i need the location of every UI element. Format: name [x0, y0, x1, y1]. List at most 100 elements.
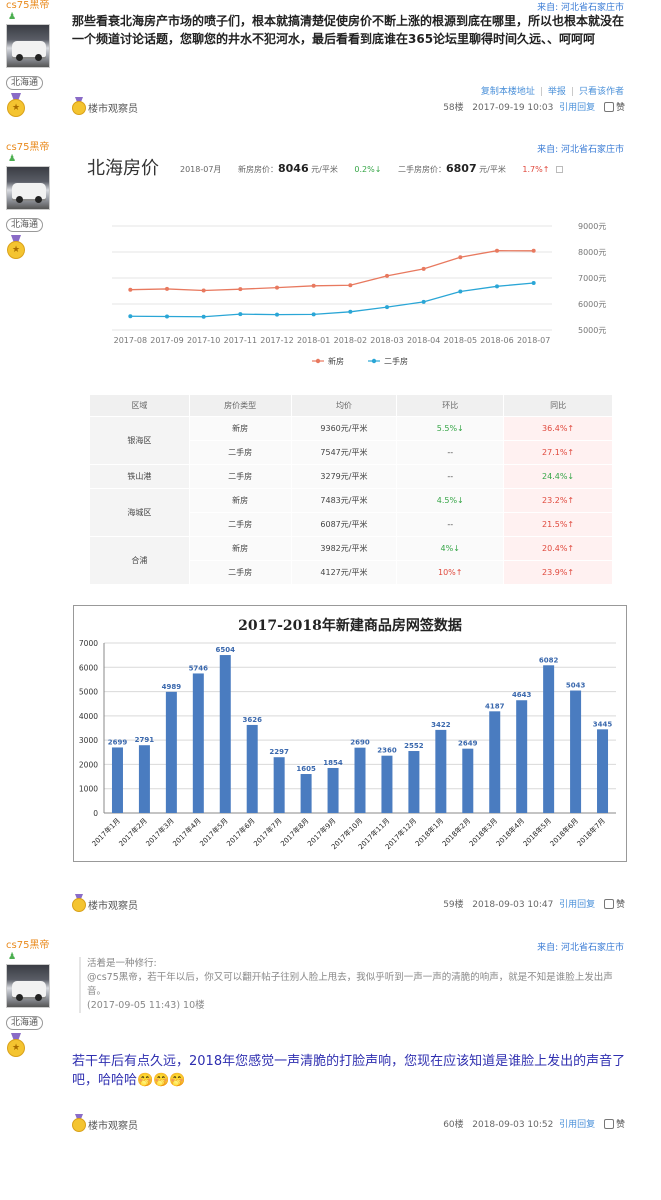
username[interactable]: cs75黑帝 [6, 142, 50, 153]
data-point [385, 305, 389, 310]
col-header-region: 区域 [89, 394, 190, 417]
quote-reply-button[interactable]: 引用回复 [559, 900, 596, 910]
observer-medal-icon [72, 97, 86, 115]
data-point [238, 287, 243, 292]
y-tick-label: 0 [93, 809, 98, 818]
table-row: 铁山港 二手房 3279元/平米 -- 24.4%↓ [89, 464, 613, 489]
x-tick-label: 2018-06 [480, 336, 513, 345]
y-tick-label: 2000 [79, 760, 98, 769]
user-gender-icon: ♟ [8, 952, 17, 962]
yoy-cell: 36.4%↑ [503, 416, 613, 441]
avatar[interactable] [6, 166, 50, 210]
series-line-0 [130, 250, 534, 292]
y-tick-label: 7000元 [578, 274, 606, 283]
quote-reply-button[interactable]: 引用回复 [559, 103, 596, 113]
post-time: 2018-09-03 10:47 [472, 900, 554, 910]
user-sidebar: cs75黑帝 ♟ 北海通 ★ [6, 940, 62, 1057]
new-price-unit: 元/平米 [311, 165, 338, 174]
type-cell: 二手房 [188, 440, 292, 465]
like-label: 赞 [615, 1120, 625, 1130]
data-point [128, 314, 133, 319]
medal-icon: ★ [6, 1033, 26, 1057]
x-tick-label: 2018-03 [370, 336, 403, 345]
type-cell: 新房 [188, 536, 292, 561]
bar [408, 751, 420, 813]
data-point [238, 312, 243, 317]
new-price-value: 8046 [277, 162, 309, 175]
x-tick-label: 2017-11 [224, 336, 257, 345]
price-card: 北海房价 2018-07月 新房房价：8046 元/平米 0.2%↓ 二手房房价… [72, 148, 624, 373]
bar [435, 729, 447, 813]
like-button[interactable]: 赞 [603, 101, 625, 113]
col-header-type: 房价类型 [188, 394, 292, 417]
post-58: cs75黑帝 ♟ 北海通 ★ 来自: 河北省石家庄市 那些看衰北海房产市场的喷子… [0, 0, 661, 120]
used-price-unit: 元/平米 [479, 165, 506, 174]
type-cell: 二手房 [188, 512, 292, 537]
avatar[interactable] [6, 24, 50, 68]
data-point [531, 248, 536, 253]
price-cell: 9360元/平米 [290, 416, 398, 441]
data-point [458, 255, 463, 260]
user-tag: 北海通 [6, 218, 44, 232]
only-author-button[interactable]: 只看该作者 [578, 87, 624, 97]
post-footer: 楼市观察员 60楼 2018-09-03 10:52 引用回复 赞 [72, 1114, 625, 1132]
bar-value-label: 2690 [350, 739, 370, 747]
data-point [165, 314, 169, 319]
report-button[interactable]: 举报 [547, 87, 566, 97]
sales-bar-chart: 2017-2018年新建商品房网签数据 0 1000 2000 3000 4000 5000… [79, 617, 616, 851]
username[interactable]: cs75黑帝 [6, 0, 50, 11]
bar [597, 729, 609, 813]
col-header-avg: 均价 [290, 394, 398, 417]
quote-author: 活着是一种修行: [87, 958, 157, 969]
data-point [458, 289, 463, 294]
username[interactable]: cs75黑帝 [6, 940, 50, 951]
bar-chart-card: 2017-2018年新建商品房网签数据 0 1000 2000 3000 4000 5000… [73, 605, 627, 862]
data-point [421, 299, 426, 304]
data-point [421, 266, 426, 271]
post-59: cs75黑帝 ♟ 北海通 ★ 来自: 河北省石家庄市 楼市观察员 59楼 201… [0, 140, 661, 920]
quote-meta: (2017-09-05 11:43) 10楼 [87, 1000, 205, 1011]
like-button[interactable]: 赞 [603, 898, 625, 910]
bar-value-label: 2552 [404, 742, 424, 750]
x-tick-label: 2018-04 [407, 336, 440, 345]
copy-link-button[interactable]: 复制本楼地址 [480, 87, 535, 97]
bar [111, 747, 123, 813]
bar-value-label: 3445 [593, 720, 613, 728]
x-tick-label: 2017-08 [114, 336, 147, 345]
chart-title: 2017-2018年新建商品房网签数据 [238, 617, 462, 634]
post-location: 来自: 河北省石家庄市 [537, 145, 624, 155]
bar-value-label: 6082 [539, 656, 559, 664]
y-tick-label: 5000元 [578, 326, 606, 335]
user-sidebar: cs75黑帝 ♟ 北海通 ★ [6, 142, 62, 259]
mom-cell: 10%↑ [396, 560, 505, 585]
user-sidebar: cs75黑帝 ♟ 北海通 ★ [6, 0, 62, 117]
table-row: 二手房 6087元/平米 -- 21.5%↑ [90, 512, 613, 537]
thumbs-up-icon [603, 101, 614, 112]
post-60: cs75黑帝 ♟ 北海通 ★ 来自: 河北省石家庄市 楼市观察员 60楼 201… [0, 938, 661, 1138]
bar-value-label: 4989 [162, 683, 182, 691]
legend-marker [315, 358, 321, 364]
bar-value-label: 4643 [512, 691, 532, 699]
data-point [495, 284, 499, 289]
like-button[interactable]: 赞 [603, 1118, 625, 1130]
expand-checkbox-icon[interactable] [555, 166, 563, 173]
avatar[interactable] [6, 964, 50, 1008]
floor-number: 58楼 [443, 103, 464, 113]
data-point [165, 286, 169, 291]
type-cell: 二手房 [188, 560, 292, 585]
new-price-change: 0.2%↓ [354, 165, 382, 174]
bar [327, 767, 339, 813]
bar-value-label: 3422 [431, 721, 451, 729]
table-header-row: 区域 房价类型 均价 环比 同比 [89, 394, 613, 417]
quote-reply-button[interactable]: 引用回复 [559, 1120, 596, 1130]
price-month: 2018-07月 [180, 165, 222, 174]
table-row: 海城区 新房 7483元/平米 4.5%↓ 23.2%↑ [89, 488, 613, 537]
bar [273, 757, 285, 813]
type-cell: 新房 [188, 416, 292, 441]
medal-icon: ★ [6, 93, 26, 117]
bar [462, 748, 474, 813]
observer-medal-icon [72, 1114, 86, 1132]
bar [219, 655, 231, 813]
bar [516, 700, 528, 813]
x-tick-label: 2017-10 [187, 336, 220, 345]
